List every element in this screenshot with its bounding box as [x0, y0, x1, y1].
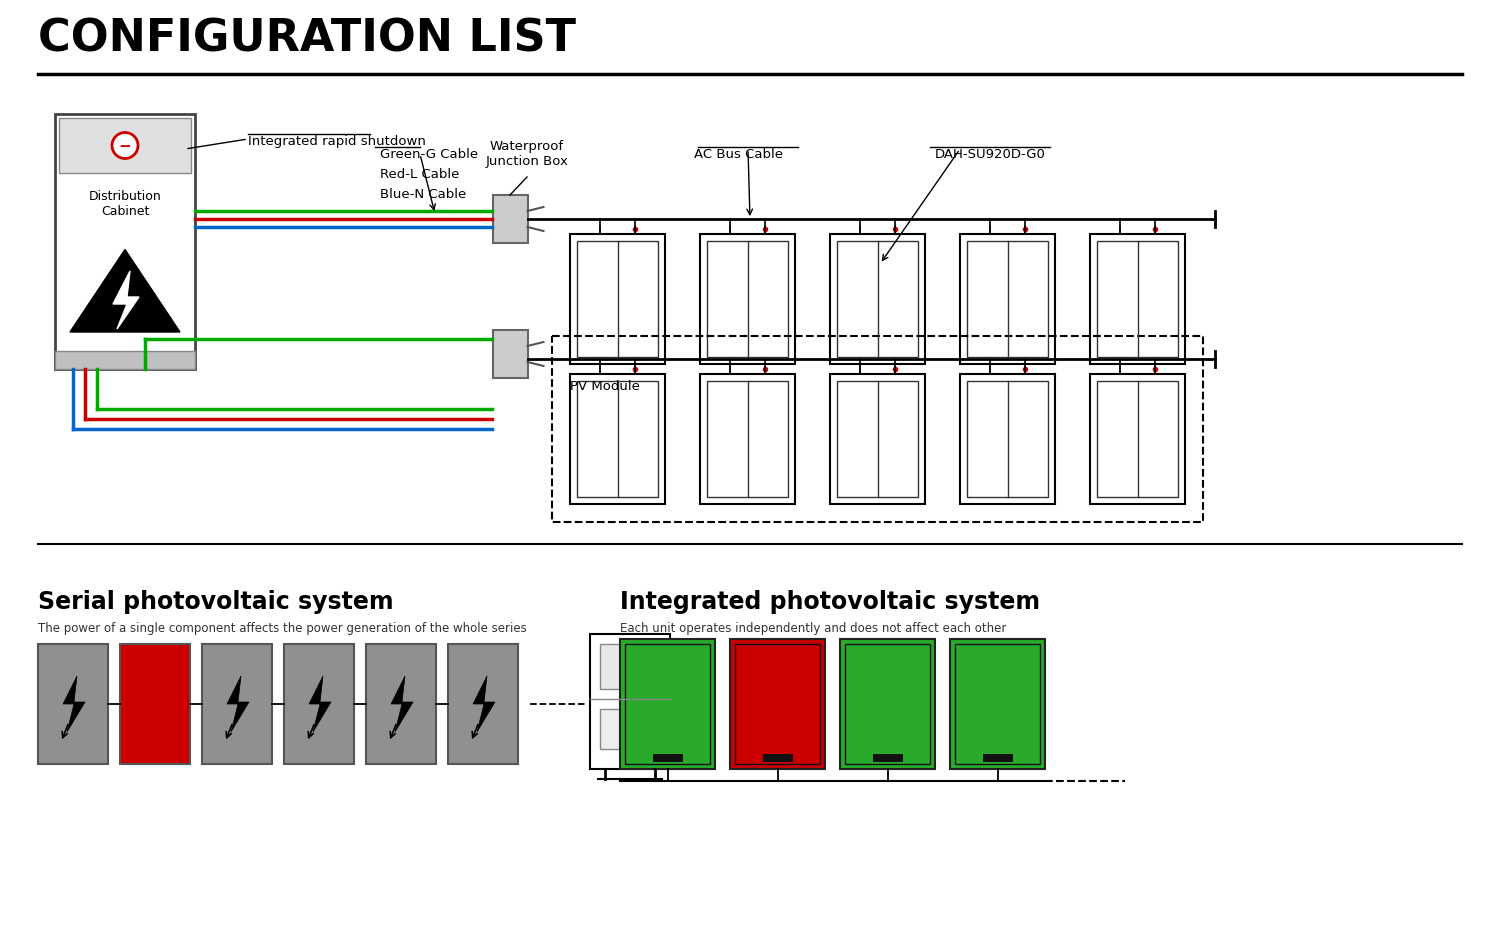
Text: Each unit operates independently and does not affect each other: Each unit operates independently and doe…: [620, 621, 1007, 634]
Text: Integrated photovoltaic system: Integrated photovoltaic system: [620, 589, 1040, 614]
FancyBboxPatch shape: [982, 754, 1012, 762]
FancyBboxPatch shape: [1090, 375, 1185, 504]
FancyBboxPatch shape: [284, 645, 354, 765]
FancyBboxPatch shape: [840, 639, 934, 769]
Polygon shape: [392, 676, 412, 733]
FancyBboxPatch shape: [968, 242, 1048, 358]
Text: PV Module: PV Module: [570, 379, 640, 393]
FancyBboxPatch shape: [837, 242, 918, 358]
FancyBboxPatch shape: [706, 242, 788, 358]
Text: Distribution
Cabinet: Distribution Cabinet: [88, 190, 162, 218]
FancyBboxPatch shape: [38, 645, 108, 765]
Text: Integrated rapid shutdown: Integrated rapid shutdown: [248, 135, 426, 148]
FancyBboxPatch shape: [830, 375, 926, 504]
Polygon shape: [309, 676, 332, 733]
Text: AC Bus Cable: AC Bus Cable: [693, 148, 783, 160]
Text: Green-G Cable: Green-G Cable: [380, 148, 478, 160]
FancyBboxPatch shape: [492, 195, 528, 244]
FancyBboxPatch shape: [600, 645, 660, 689]
FancyBboxPatch shape: [700, 375, 795, 504]
FancyBboxPatch shape: [830, 235, 926, 364]
FancyBboxPatch shape: [960, 235, 1054, 364]
FancyBboxPatch shape: [1096, 242, 1178, 358]
Text: Serial photovoltaic system: Serial photovoltaic system: [38, 589, 393, 614]
Text: The power of a single component affects the power generation of the whole series: The power of a single component affects …: [38, 621, 526, 634]
FancyBboxPatch shape: [762, 754, 792, 762]
Text: Red-L Cable: Red-L Cable: [380, 168, 459, 181]
FancyBboxPatch shape: [590, 634, 670, 769]
Polygon shape: [70, 250, 180, 332]
FancyBboxPatch shape: [58, 119, 190, 174]
FancyBboxPatch shape: [578, 242, 658, 358]
FancyBboxPatch shape: [56, 115, 195, 370]
FancyBboxPatch shape: [120, 645, 190, 765]
FancyBboxPatch shape: [202, 645, 272, 765]
FancyBboxPatch shape: [652, 754, 682, 762]
FancyBboxPatch shape: [873, 754, 903, 762]
FancyBboxPatch shape: [578, 381, 658, 497]
Text: Blue-N Cable: Blue-N Cable: [380, 188, 466, 201]
FancyBboxPatch shape: [968, 381, 1048, 497]
Text: CONFIGURATION LIST: CONFIGURATION LIST: [38, 18, 576, 61]
Text: Waterproof
Junction Box: Waterproof Junction Box: [486, 140, 568, 168]
FancyBboxPatch shape: [730, 639, 825, 769]
FancyBboxPatch shape: [950, 639, 1046, 769]
FancyBboxPatch shape: [960, 375, 1054, 504]
Circle shape: [112, 133, 138, 160]
FancyBboxPatch shape: [1090, 235, 1185, 364]
FancyBboxPatch shape: [706, 381, 788, 497]
FancyBboxPatch shape: [570, 375, 664, 504]
FancyBboxPatch shape: [492, 330, 528, 379]
FancyBboxPatch shape: [700, 235, 795, 364]
Text: −: −: [118, 139, 132, 154]
FancyBboxPatch shape: [56, 351, 195, 370]
FancyBboxPatch shape: [570, 235, 664, 364]
Polygon shape: [226, 676, 249, 733]
Polygon shape: [112, 272, 140, 329]
FancyBboxPatch shape: [448, 645, 518, 765]
Text: DAH-SU920D-G0: DAH-SU920D-G0: [934, 148, 1046, 160]
FancyBboxPatch shape: [837, 381, 918, 497]
FancyBboxPatch shape: [600, 709, 660, 750]
Polygon shape: [63, 676, 86, 733]
FancyBboxPatch shape: [1096, 381, 1178, 497]
FancyBboxPatch shape: [366, 645, 436, 765]
Polygon shape: [472, 676, 495, 733]
FancyBboxPatch shape: [620, 639, 716, 769]
